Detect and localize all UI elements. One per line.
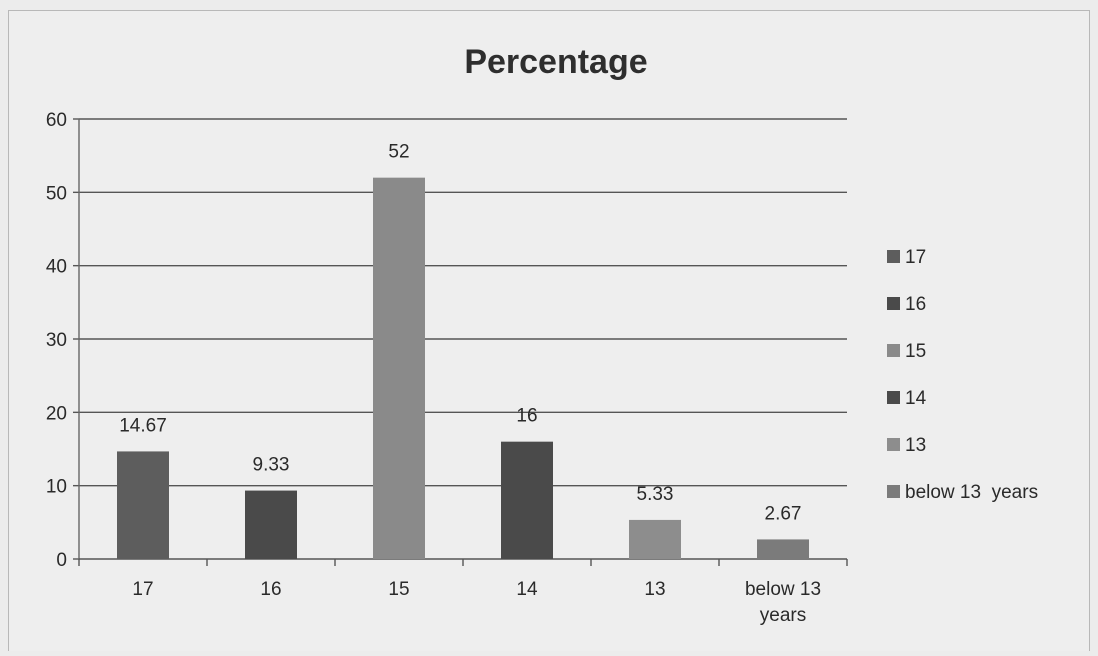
y-tick-label: 10: [46, 477, 67, 498]
legend: 17 16 15 14 13 below 13 years: [887, 247, 1038, 503]
legend-label: below 13 years: [905, 482, 1038, 503]
gridlines: [79, 118, 847, 487]
data-label: 52: [388, 142, 409, 163]
y-tick-label: 0: [56, 550, 67, 571]
x-tick-label: 17: [132, 579, 153, 600]
bar-15: [373, 177, 425, 559]
y-tick-label: 30: [46, 330, 67, 351]
legend-label: 15: [905, 341, 926, 362]
y-tick-label: 40: [46, 257, 67, 278]
y-tick-label: 20: [46, 403, 67, 424]
x-axis: 17 16 15 14 13 below 13 years: [78, 558, 848, 626]
bar-below-13-years: [757, 539, 809, 559]
x-tick-label: 16: [260, 579, 281, 600]
bar-13: [629, 519, 681, 559]
legend-swatch: [887, 391, 900, 404]
data-labels: 14.67 9.33 52 16 5.33 2.67: [119, 142, 801, 525]
x-tick-label: 15: [388, 579, 409, 600]
data-label: 5.33: [637, 484, 674, 505]
legend-swatch: [887, 297, 900, 310]
data-label: 14.67: [119, 415, 167, 436]
x-tick-label: 13: [644, 579, 665, 600]
legend-label: 17: [905, 247, 926, 268]
y-tick-label: 60: [46, 110, 67, 131]
x-tick-label: below 13 years: [745, 579, 821, 626]
chart-frame: Percentage 0 10 20 30 40 50 60 17 16 15 14 13 below…: [8, 10, 1090, 651]
x-tick-label: 14: [516, 579, 538, 600]
legend-label: 13: [905, 435, 926, 456]
legend-swatch: [887, 344, 900, 357]
bar-16: [245, 490, 297, 559]
data-label: 9.33: [253, 455, 290, 476]
bars: [117, 177, 809, 559]
data-label: 2.67: [765, 503, 802, 524]
bar-17: [117, 451, 169, 559]
bar-chart: Percentage 0 10 20 30 40 50 60 17 16 15 14 13 below…: [46, 43, 1038, 626]
y-tick-label: 50: [46, 183, 67, 204]
legend-label: 16: [905, 294, 926, 315]
legend-swatch: [887, 485, 900, 498]
bar-14: [501, 441, 553, 559]
data-label: 16: [516, 406, 537, 427]
legend-label: 14: [905, 388, 927, 409]
chart-title: Percentage: [464, 43, 647, 81]
y-axis: 0 10 20 30 40 50 60: [46, 110, 80, 571]
legend-swatch: [887, 438, 900, 451]
legend-swatch: [887, 250, 900, 263]
